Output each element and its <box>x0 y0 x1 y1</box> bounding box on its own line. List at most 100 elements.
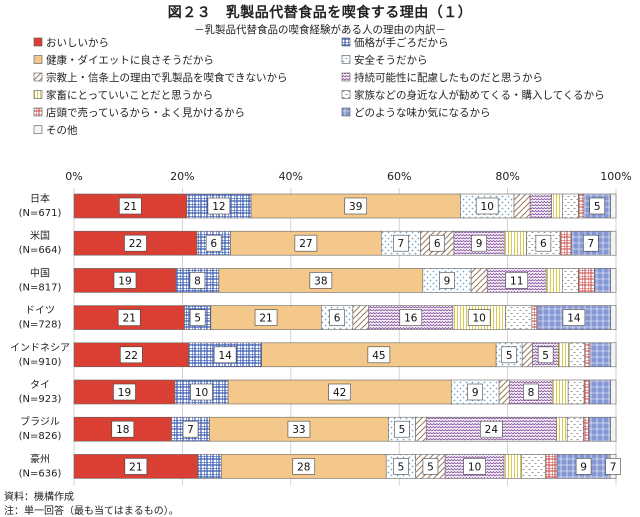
legend-item: 店頭で売っているから・よく見かけるから <box>33 106 245 119</box>
data-label-box <box>501 346 517 364</box>
data-label: 21 <box>259 313 272 325</box>
bar-segment <box>566 416 584 442</box>
bar-segment <box>197 454 222 479</box>
bar-segment <box>562 193 579 219</box>
data-label-box <box>467 383 483 401</box>
data-label-box <box>294 234 318 252</box>
category-n-label: (N=910) <box>19 357 62 368</box>
data-label: 5 <box>542 350 549 362</box>
bar-segment <box>545 454 558 479</box>
bar-segment <box>498 379 511 405</box>
category-label: 豪州 <box>30 452 50 465</box>
bar-segment <box>558 342 570 368</box>
data-label-box <box>589 197 606 215</box>
data-label: 7 <box>588 238 595 250</box>
data-label-box <box>535 234 552 252</box>
bar-segment <box>470 268 488 293</box>
bar-segment <box>551 379 569 405</box>
data-label-box <box>523 383 539 401</box>
bar-segment <box>503 454 523 479</box>
bar-segment <box>567 379 585 405</box>
data-label-box <box>292 458 316 475</box>
data-label-box <box>467 309 491 326</box>
legend-item: その他 <box>33 124 78 137</box>
bar-segment <box>568 342 586 368</box>
category-n-label: (N=671) <box>19 208 62 219</box>
data-label-box <box>113 272 137 289</box>
category-labels: 日本 (N=671) 米国 (N=664) 中国 (N=817) ドイツ (N=728) インド… <box>10 192 70 479</box>
data-label-box <box>254 309 278 326</box>
data-label: 7 <box>187 424 194 436</box>
data-label-box <box>207 197 231 215</box>
data-label: 10 <box>472 313 485 325</box>
category-label: ブラジル <box>20 415 60 428</box>
data-label: 16 <box>404 313 418 325</box>
chart-subtitle: －乳製品代替食品の喫食経験がある人の理由の内訳－ <box>194 24 446 36</box>
bar-segment <box>559 230 572 256</box>
data-label-box <box>463 458 486 475</box>
bar-segment <box>521 342 533 368</box>
data-label: 22 <box>129 238 142 250</box>
data-label-box <box>344 197 368 215</box>
data-label-box <box>575 458 592 475</box>
data-label-box <box>213 346 237 364</box>
data-label: 19 <box>118 387 131 399</box>
data-labels: 21 12 39 10 5 22 6 27 7 6 9 6 7 19 8 38 9 11 21 5 21 6 16 10 14 2… <box>111 197 621 475</box>
legend-label: その他 <box>46 124 78 137</box>
data-label: 8 <box>528 387 535 399</box>
category-n-label: (N=636) <box>19 468 62 479</box>
data-label-box <box>537 346 554 364</box>
bar-segment <box>589 342 612 368</box>
data-label: 39 <box>349 201 362 213</box>
data-label: 22 <box>125 350 138 362</box>
legend-label: 宗教上・信条上の理由で乳製品を喫食できないから <box>46 71 288 84</box>
data-label: 7 <box>398 238 405 250</box>
bar-segment <box>610 193 617 219</box>
category-n-label: (N=728) <box>19 320 62 331</box>
data-label-box <box>205 234 222 252</box>
legend-swatch <box>33 37 43 47</box>
legend-swatch <box>33 125 43 134</box>
data-label: 6 <box>540 238 547 250</box>
legend-item: 価格が手ごろだから <box>341 36 449 49</box>
data-label-box <box>190 383 213 401</box>
category-n-label: (N=664) <box>19 245 62 256</box>
data-label-box <box>124 458 148 475</box>
data-label-box <box>189 309 206 326</box>
legend-item: どのような味か気になるから <box>341 106 491 119</box>
data-label-box <box>189 272 206 289</box>
legend-swatch <box>33 72 43 82</box>
bar-segment <box>610 379 617 405</box>
data-label: 21 <box>129 461 142 473</box>
data-label: 7 <box>610 461 617 473</box>
data-label: 5 <box>594 201 601 213</box>
legend-item: 持続可能性に配慮したものだと思うから <box>341 71 543 84</box>
legend-swatch <box>341 107 351 117</box>
data-label: 33 <box>292 424 305 436</box>
x-tick-label: 100% <box>600 170 631 183</box>
data-label: 21 <box>124 201 137 213</box>
data-label: 6 <box>334 313 341 325</box>
bar-segment <box>551 193 563 219</box>
bar-segment <box>610 268 617 293</box>
bar-segment <box>529 193 552 219</box>
data-label: 18 <box>116 424 129 436</box>
data-label: 12 <box>212 201 225 213</box>
legend-label: 家族などの身近な人が勧めてくる・購入してくるから <box>354 89 605 102</box>
data-label-box <box>120 346 143 364</box>
bar-segment <box>610 230 617 256</box>
data-label-box <box>309 272 333 289</box>
data-label: 9 <box>476 238 483 250</box>
data-label: 5 <box>194 313 201 325</box>
category-label: 日本 <box>30 192 50 205</box>
chart-title: 図２３ 乳製品代替食品を喫食する理由（１） <box>167 5 473 21</box>
data-label: 5 <box>398 461 405 473</box>
data-label-box <box>113 383 136 401</box>
data-label: 27 <box>299 238 312 250</box>
x-tick-label: 0% <box>65 170 82 183</box>
source-note: 資料：機構作成 <box>4 492 74 503</box>
legend-item: 安全そうだから <box>341 54 428 67</box>
data-label-box <box>111 420 135 438</box>
